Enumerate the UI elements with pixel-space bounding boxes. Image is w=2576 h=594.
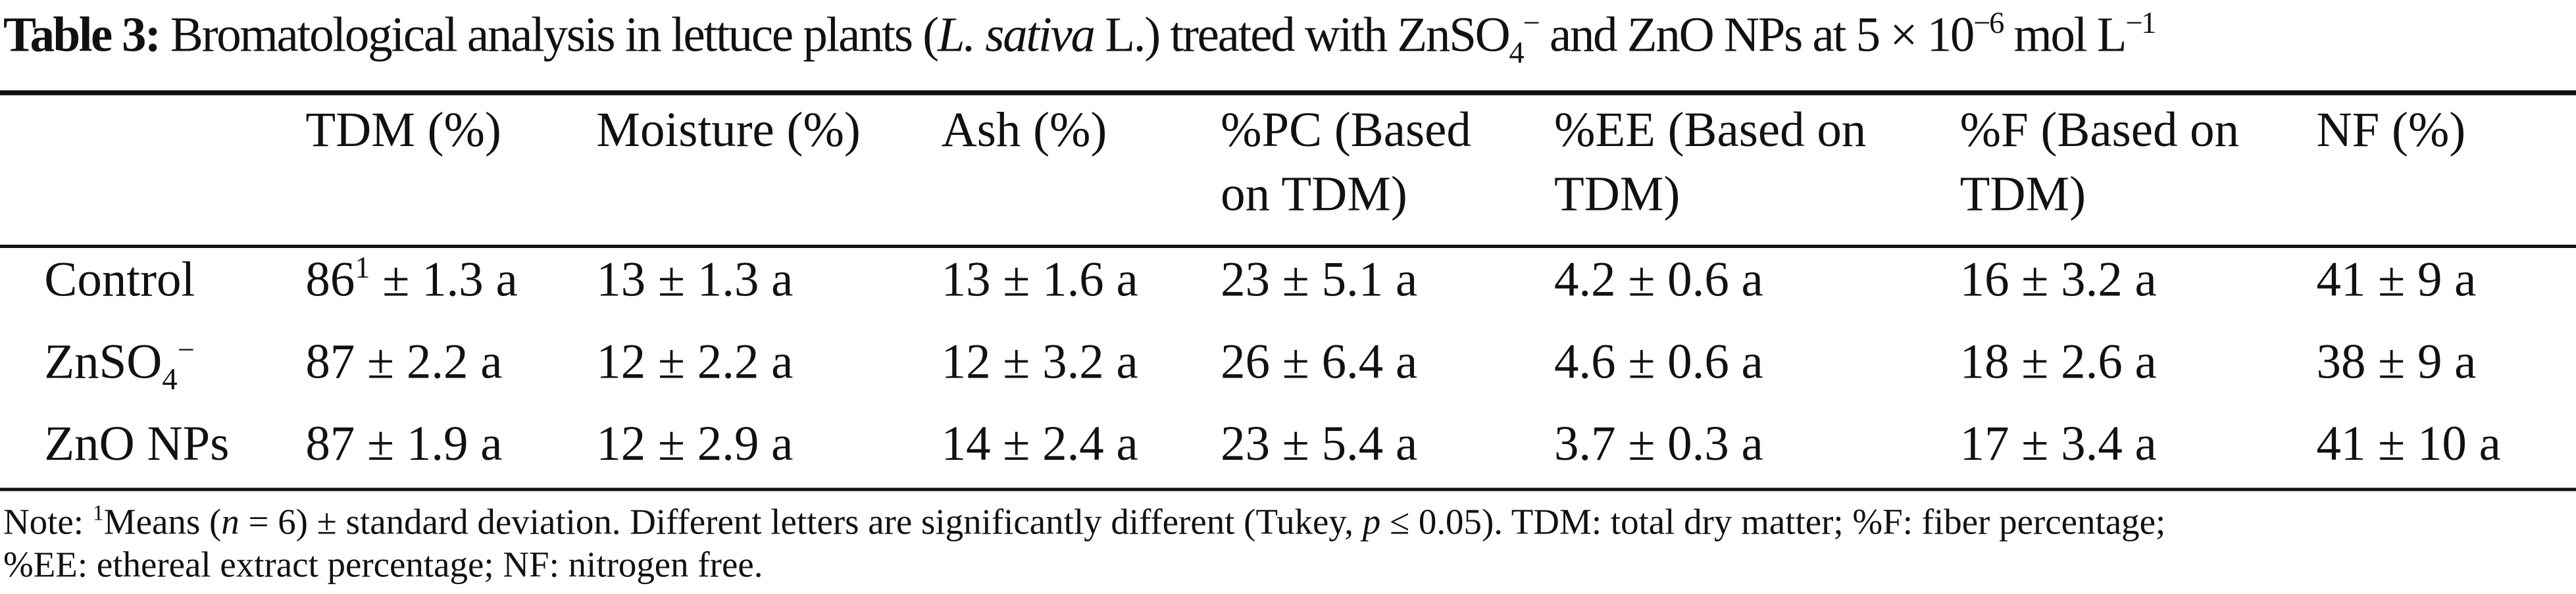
text-part: mol L bbox=[2003, 8, 2127, 62]
text-part: L.) treated with ZnSO bbox=[1094, 8, 1511, 62]
column-header: TDM (%) bbox=[305, 103, 501, 158]
column-header: %EE (Based on bbox=[1553, 103, 1867, 158]
column-header: on TDM) bbox=[1221, 167, 1407, 222]
mid-rule bbox=[0, 245, 2576, 247]
column-header: Ash (%) bbox=[941, 103, 1107, 158]
bottom-rule bbox=[0, 487, 2576, 491]
caption-label: Table 3: bbox=[3, 8, 161, 62]
text-part: %EE: ethereal extract percentage; NF: ni… bbox=[3, 543, 763, 585]
text-part: Note: bbox=[3, 501, 93, 542]
column-header: %F (Based on bbox=[1959, 103, 2240, 158]
cell: 13 ± 1.6 a bbox=[941, 253, 1138, 307]
text-part: −6 bbox=[1973, 6, 2004, 41]
text-part: ± 1.3 a bbox=[370, 253, 518, 307]
cell: 26 ± 6.4 a bbox=[1221, 335, 1418, 389]
text-part: 4 bbox=[1509, 36, 1525, 71]
column-header: TDM) bbox=[1959, 167, 2086, 222]
table-caption: Table 3: Bromatological analysis in lett… bbox=[3, 6, 2157, 68]
text-part: Bromatological analysis in lettuce plant… bbox=[159, 8, 939, 62]
text-part: n bbox=[221, 501, 240, 542]
top-rule bbox=[0, 90, 2576, 95]
cell: 38 ± 9 a bbox=[2316, 335, 2477, 389]
text-part: 1 bbox=[92, 500, 104, 526]
text-part: ZnSO bbox=[44, 335, 163, 389]
text-part: 86 bbox=[305, 253, 355, 307]
text-part: 1 bbox=[355, 251, 370, 286]
cell: 4.6 ± 0.6 a bbox=[1553, 335, 1763, 389]
column-header: TDM) bbox=[1553, 167, 1680, 222]
cell: 12 ± 2.2 a bbox=[596, 335, 794, 389]
row-label: Control bbox=[44, 253, 195, 307]
text-part: Means ( bbox=[103, 501, 222, 542]
cell: 12 ± 2.9 a bbox=[596, 417, 794, 472]
column-header: Moisture (%) bbox=[596, 103, 861, 158]
cell: 41 ± 10 a bbox=[2316, 417, 2501, 472]
cell: 23 ± 5.4 a bbox=[1221, 417, 1418, 472]
cell: 12 ± 3.2 a bbox=[941, 335, 1138, 389]
cell: 4.2 ± 0.6 a bbox=[1553, 253, 1763, 307]
cell: 13 ± 1.3 a bbox=[596, 253, 794, 307]
cell: 87 ± 2.2 a bbox=[305, 335, 503, 389]
cell: 23 ± 5.1 a bbox=[1221, 253, 1418, 307]
text-part: −1 bbox=[2125, 6, 2156, 41]
cell: 16 ± 3.2 a bbox=[1959, 253, 2157, 307]
text-part: − bbox=[177, 333, 195, 368]
text-part: L. sativa bbox=[937, 8, 1096, 62]
cell: 17 ± 3.4 a bbox=[1959, 417, 2157, 472]
text-part: and ZnO NPs at 5 × 10 bbox=[1538, 8, 1975, 62]
cell: 14 ± 2.4 a bbox=[941, 417, 1138, 472]
cell: 87 ± 1.9 a bbox=[305, 417, 503, 472]
text-part: = 6) ± standard deviation. Different let… bbox=[239, 501, 1363, 542]
row-label: ZnO NPs bbox=[44, 417, 230, 472]
text-part: ≤ 0.05). TDM: total dry matter; %F: fibe… bbox=[1380, 501, 2166, 542]
text-part: − bbox=[1523, 6, 1540, 41]
footnote: Note: 1Means (n = 6) ± standard deviatio… bbox=[3, 501, 2165, 541]
row-label: ZnSO4− bbox=[44, 335, 194, 395]
text-part: 4 bbox=[162, 362, 178, 398]
cell: 3.7 ± 0.3 a bbox=[1553, 417, 1763, 472]
cell: 41 ± 9 a bbox=[2316, 253, 2477, 307]
footnote: %EE: ethereal extract percentage; NF: ni… bbox=[3, 546, 763, 583]
cell: 861 ± 1.3 a bbox=[305, 253, 517, 306]
text-part: p bbox=[1362, 501, 1381, 542]
cell: 18 ± 2.6 a bbox=[1959, 335, 2157, 389]
column-header: NF (%) bbox=[2316, 103, 2466, 158]
caption-text: Bromatological analysis in lettuce plant… bbox=[159, 6, 2157, 68]
column-header: %PC (Based bbox=[1221, 103, 1471, 158]
